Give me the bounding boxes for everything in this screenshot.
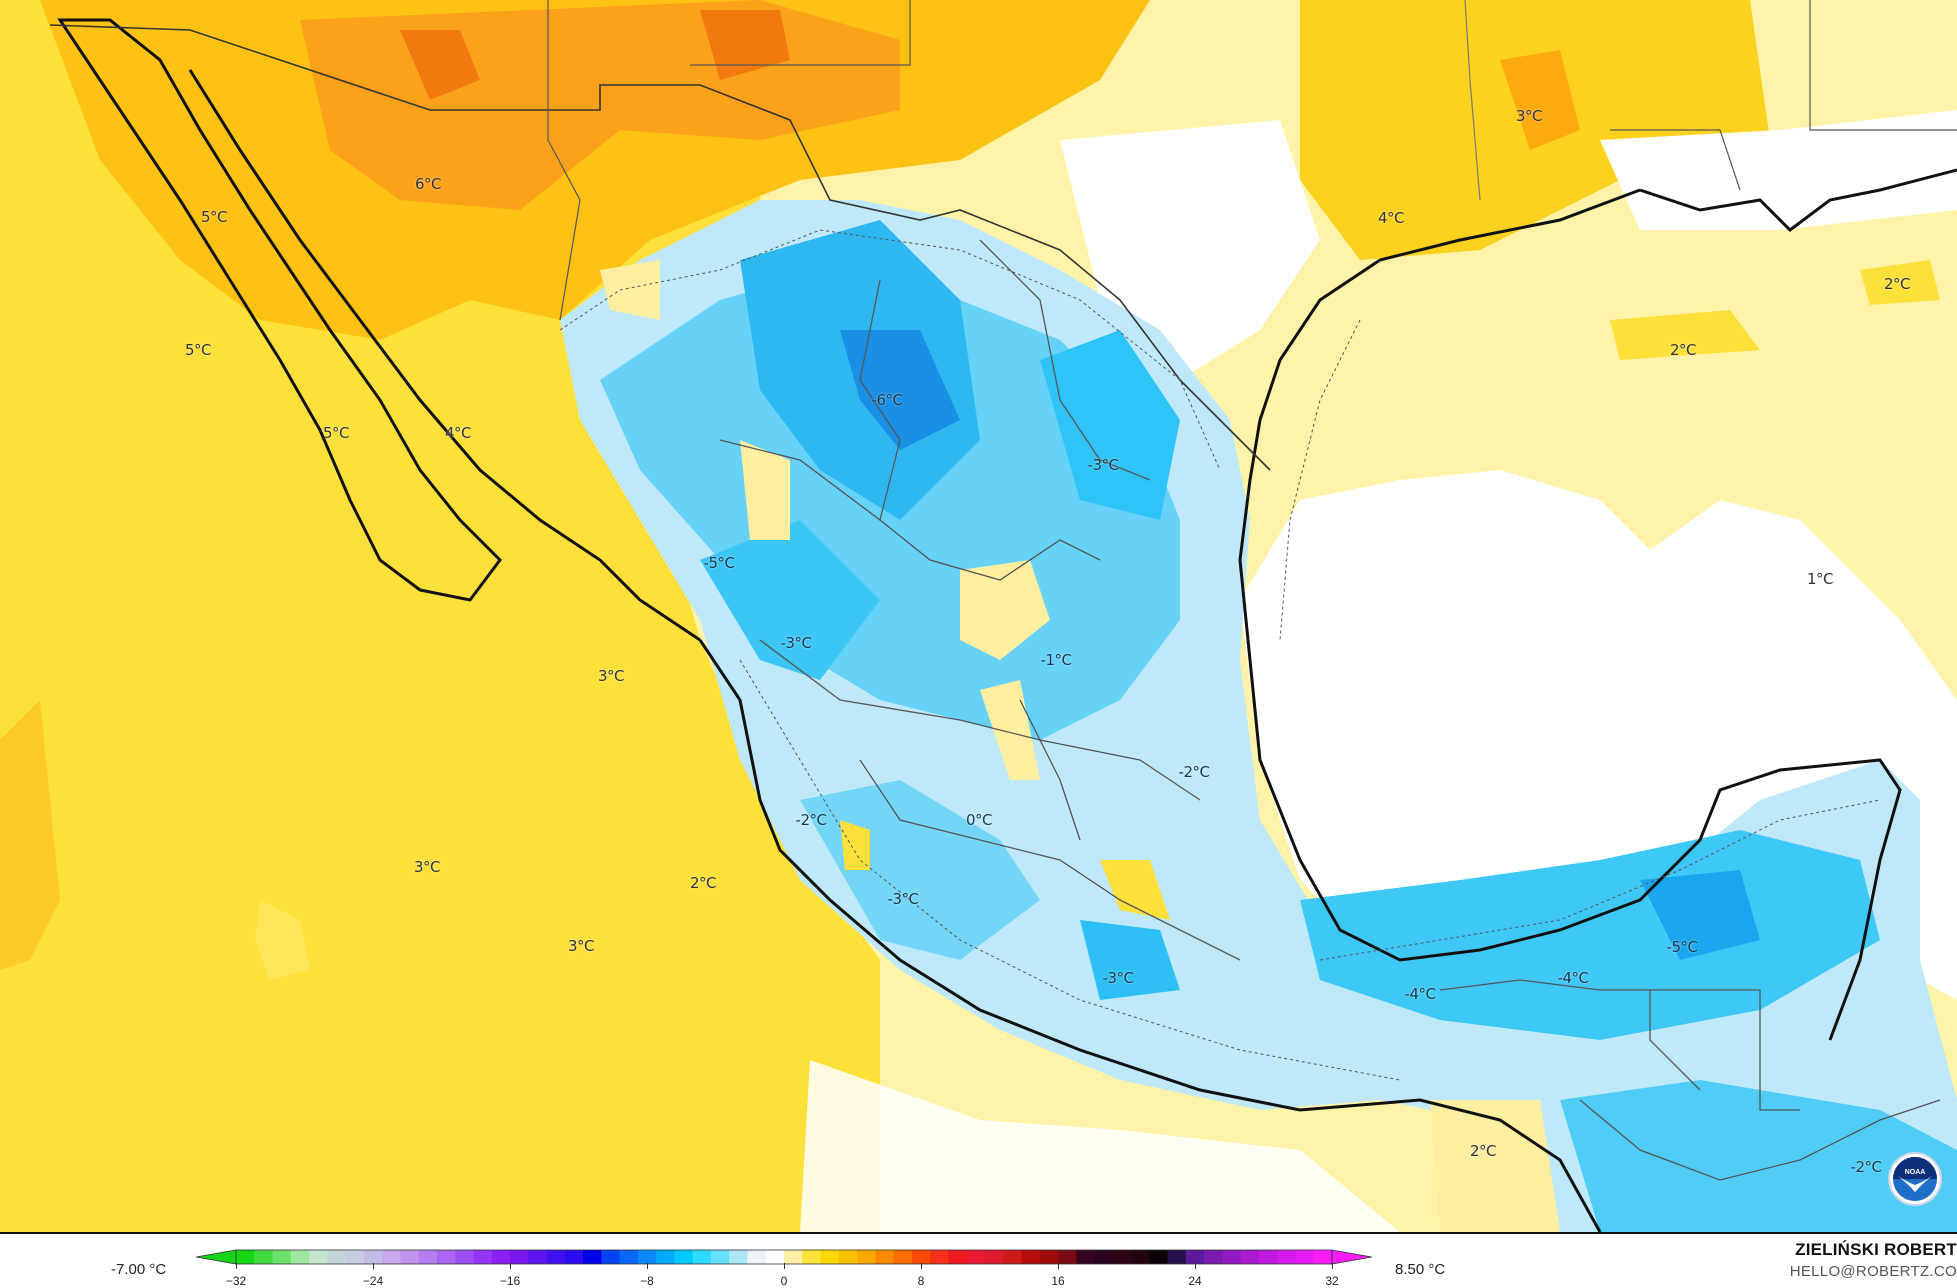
temperature-label: 2°C [1669, 341, 1697, 359]
tick-mark [784, 1263, 785, 1269]
temperature-label: 5°C [184, 341, 212, 359]
min-value-label: -7.00 °C [111, 1261, 167, 1278]
tick-label: −24 [362, 1274, 384, 1288]
temperature-label: 3°C [413, 858, 441, 876]
tick-label: 0 [780, 1274, 788, 1288]
temperature-label: 4°C [1377, 209, 1405, 227]
temperature-label: -5°C [703, 554, 735, 572]
temperature-label: 6°C [414, 175, 442, 193]
temperature-label: 2°C [689, 874, 717, 892]
temperature-label: 3°C [1515, 107, 1543, 125]
tick-label: 16 [1051, 1274, 1065, 1288]
author-email[interactable]: HELLO@ROBERTZ.CO [1789, 1263, 1957, 1280]
author-name: ZIELIŃSKI ROBERT [1795, 1240, 1957, 1259]
temperature-label: -1°C [1040, 651, 1072, 669]
tick-mark [373, 1263, 374, 1269]
temperature-label: -6°C [871, 391, 903, 409]
temperature-label: -2°C [795, 811, 827, 829]
tick-label: 8 [917, 1274, 925, 1288]
temperature-label: -2°C [1178, 763, 1210, 781]
colorbar [196, 1249, 1372, 1265]
tick-mark [647, 1263, 648, 1269]
tick-mark [921, 1263, 922, 1269]
tick-mark [1195, 1263, 1196, 1269]
temperature-anomaly-map[interactable]: 6°C 5°C 5°C 5°C 4°C 3°C 4°C 2°C 2°C 1°C -6°C -3°C -5… [0, 0, 1957, 1234]
temperature-label: -3°C [887, 890, 919, 908]
colorbar-legend: -7.00 °C −32 −24 −16 −8 0 8 16 24 32 8.50 °C ZIE… [0, 1234, 1957, 1288]
temperature-label: -3°C [780, 634, 812, 652]
noaa-bird-icon: NOAA [1893, 1157, 1937, 1201]
temperature-label: -4°C [1557, 969, 1589, 987]
tick-mark [510, 1263, 511, 1269]
author-branding: ZIELIŃSKI ROBERT HELLO@ROBERTZ.CO [1790, 1240, 1957, 1280]
temperature-label: 2°C [1469, 1142, 1497, 1160]
tick-label: 32 [1325, 1274, 1339, 1288]
svg-text:NOAA: NOAA [1905, 1169, 1926, 1176]
tick-label: −16 [499, 1274, 521, 1288]
tick-mark [236, 1263, 237, 1269]
tick-label: −8 [640, 1274, 654, 1288]
tick-mark [1332, 1263, 1333, 1269]
max-value-label: 8.50 °C [1395, 1261, 1446, 1278]
temperature-label: -3°C [1102, 969, 1134, 987]
temperature-label: -4°C [1404, 985, 1436, 1003]
tick-mark [1058, 1263, 1059, 1269]
temperature-label: 1°C [1806, 570, 1834, 588]
tick-label: 24 [1188, 1274, 1202, 1288]
temperature-label: 4°C [444, 424, 472, 442]
temperature-label: 3°C [597, 667, 625, 685]
temperature-label: 5°C [200, 208, 228, 226]
temperature-label: 0°C [965, 811, 993, 829]
temperature-label: 5°C [322, 424, 350, 442]
tick-label: −32 [225, 1274, 247, 1288]
noaa-logo: NOAA [1888, 1152, 1942, 1206]
temperature-label: -5°C [1666, 938, 1698, 956]
map-contours [0, 0, 1957, 1232]
temperature-label: 3°C [567, 937, 595, 955]
temperature-label: -2°C [1850, 1158, 1882, 1176]
temperature-label: 2°C [1883, 275, 1911, 293]
temperature-label: -3°C [1087, 456, 1119, 474]
